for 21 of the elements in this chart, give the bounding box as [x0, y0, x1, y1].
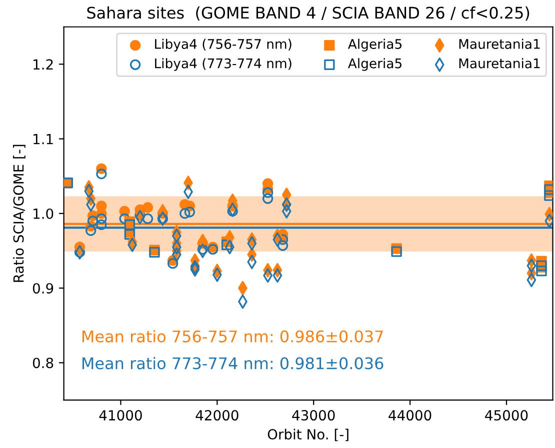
legend-label: Algeria5 — [348, 38, 402, 52]
x-tick-label: 45000 — [485, 410, 528, 421]
legend-label: Algeria5 — [348, 58, 402, 71]
y-tick-label: 1.2 — [34, 59, 53, 70]
y-tick-label: 1.1 — [34, 134, 53, 144]
x-tick-label: 44000 — [388, 410, 432, 421]
x-tick-label: 42000 — [196, 410, 238, 421]
legend-label: Libya4 (756-757 nm) — [155, 38, 292, 52]
y-tick-label: 0.9 — [32, 283, 54, 294]
annotation: Mean ratio 773-774 nm: 0.981±0.036 — [82, 356, 384, 370]
legend-label: Mauretania1 — [459, 58, 540, 68]
legend-label: Mauretania1 — [459, 38, 540, 49]
y-axis-title: Ratio SCIA/GOME [-] — [13, 144, 26, 282]
y-tick-label: 0.8 — [32, 358, 54, 368]
legend-label: Libya4 (773-774 nm) — [155, 58, 292, 71]
chart-title: Sahara sites (GOME BAND 4 / SCIA BAND 26 / cf<0.25) — [87, 6, 530, 21]
x-tick-label: 43000 — [292, 410, 335, 421]
x-axis-title: Orbit No. [-] — [268, 428, 348, 442]
annotation: Mean ratio 756-757 nm: 0.986±0.037 — [82, 330, 383, 342]
y-tick-label: 1.0 — [34, 208, 54, 219]
x-tick-label: 41000 — [99, 410, 142, 421]
